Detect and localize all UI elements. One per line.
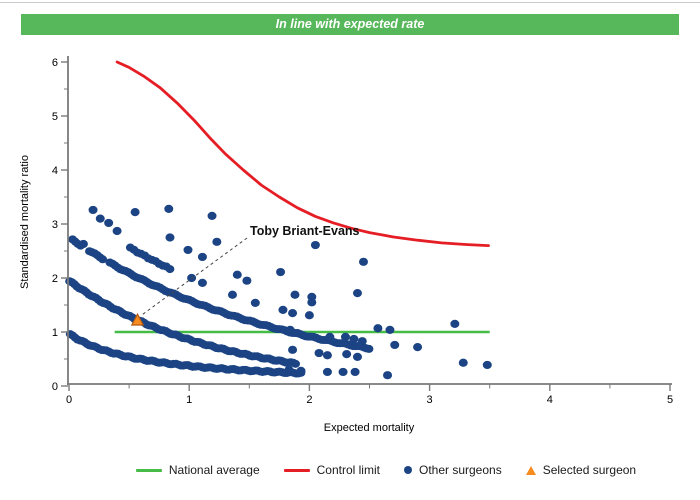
control-limit-line-swatch xyxy=(283,468,310,472)
svg-text:3: 3 xyxy=(52,219,58,231)
page-top-border xyxy=(0,2,700,3)
annotation-connector-line xyxy=(141,237,248,316)
selected-surgeon-triangle-swatch xyxy=(525,465,536,475)
chart-legend: National average Control limit Other sur… xyxy=(72,458,700,482)
svg-text:3: 3 xyxy=(427,394,433,406)
svg-text:1: 1 xyxy=(186,394,192,406)
svg-text:5: 5 xyxy=(667,394,673,406)
legend-item-control-limit: Control limit xyxy=(283,463,380,477)
svg-text:4: 4 xyxy=(547,394,553,406)
svg-text:5: 5 xyxy=(52,111,58,123)
legend-item-selected-surgeon: Selected surgeon xyxy=(525,463,637,477)
svg-text:2: 2 xyxy=(306,394,312,406)
svg-text:0: 0 xyxy=(52,381,58,393)
axes-and-ticks: 0 1 2 3 4 5 0 1 2 3 4 5 6 xyxy=(52,56,673,406)
svg-text:6: 6 xyxy=(52,57,58,69)
legend-item-other-surgeons: Other surgeons xyxy=(403,463,502,477)
legend-label: Selected surgeon xyxy=(542,463,637,477)
legend-label: National average xyxy=(168,463,260,477)
selected-surgeon-triangle-marker xyxy=(130,312,145,326)
status-banner-text: In line with expected rate xyxy=(275,17,425,31)
other-surgeons-points xyxy=(78,204,492,380)
national-average-line-swatch xyxy=(135,468,162,472)
x-axis-title: Expected mortality xyxy=(324,422,415,434)
annotation-label: Toby Briant-Evans xyxy=(250,224,360,238)
svg-text:4: 4 xyxy=(52,165,58,177)
legend-label: Other surgeons xyxy=(418,463,502,477)
control-limit-curve xyxy=(115,60,490,248)
y-axis-title: Standardised mortality ratio xyxy=(19,155,31,289)
svg-text:0: 0 xyxy=(66,394,72,406)
legend-item-national-average: National average xyxy=(135,463,260,477)
svg-text:1: 1 xyxy=(52,327,58,339)
status-banner: In line with expected rate xyxy=(21,14,679,35)
svg-text:2: 2 xyxy=(52,273,58,285)
legend-label: Control limit xyxy=(316,463,380,477)
other-surgeons-dot-swatch xyxy=(403,466,412,474)
